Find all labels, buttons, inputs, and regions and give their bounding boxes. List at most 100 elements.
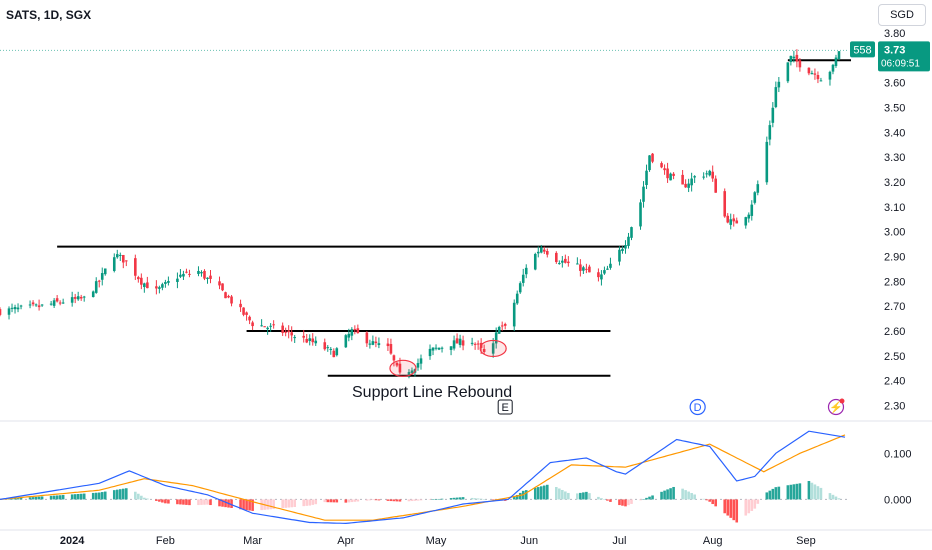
candle-body [263,326,266,328]
macd-histogram-bar [473,498,477,500]
candle-body [542,249,546,252]
candle-body [828,71,832,80]
macd-histogram-bar [732,499,736,521]
time-tick-label: Sep [796,535,816,547]
candle-body [774,87,778,108]
candle-body [34,304,38,306]
candle-body [179,274,182,277]
macd-histogram-bar [176,499,179,505]
price-tick-label: 3.30 [884,152,905,164]
candle-body [461,340,465,346]
candle-body [816,75,820,80]
macd-histogram-bar [82,493,86,500]
macd-histogram-bar [834,496,838,500]
macd-histogram-bar [200,499,203,505]
macd-histogram-bar [344,499,348,503]
candle-body [419,358,423,364]
candle-body [73,297,77,299]
macd-histogram-bar [73,494,77,500]
candle-body [52,300,56,306]
macd-histogram-bar [52,495,56,500]
candle-body [723,191,727,217]
candle-body [497,327,501,334]
macd-histogram-bar [627,499,630,506]
macd-histogram-bar [449,498,453,500]
candle-body [579,264,582,271]
macd-histogram-bar [642,499,645,500]
macd-histogram-bar [31,497,35,500]
macd-histogram-bar [576,493,579,500]
macd-histogram-bar [329,499,333,503]
macd-histogram-bar [395,499,399,502]
candle-body [449,346,453,350]
macd-histogram-bar [158,499,161,502]
candle-body [398,363,402,373]
candle-body [729,219,733,225]
macd-histogram-bar [603,499,606,500]
time-tick-label: 2024 [60,535,85,547]
macd-histogram-bar [555,486,558,500]
volume-badge [850,41,875,58]
candle-body [645,170,648,186]
annotation-text: Support Line Rebound [352,384,512,401]
macd-histogram-bar [167,499,170,504]
macd-histogram-bar [479,498,483,500]
macd-histogram-bar [651,495,654,500]
macd-histogram-bar [606,499,609,501]
macd-histogram-bar [708,499,711,502]
candle-body [19,305,23,307]
macd-histogram-bar [561,489,564,500]
candle-body [134,258,137,276]
time-tick-label: May [426,535,447,547]
candle-body [609,263,612,268]
earnings-marker[interactable] [497,399,513,415]
macd-histogram-bar [539,486,543,500]
candle-body [452,340,456,349]
macd-histogram-bar [218,499,221,507]
candle-body [618,249,621,262]
flash-marker[interactable] [827,398,845,416]
macd-histogram-bar [750,499,754,511]
candle-body [521,274,525,283]
candle-body [567,261,570,264]
macd-histogram-bar [97,492,101,500]
macd-histogram-bar [155,499,158,501]
candle-body [197,270,200,274]
candle-body [221,283,224,291]
candle-body [100,273,104,280]
macd-histogram-bar [269,499,272,510]
macd-histogram-bar [609,499,612,502]
candle-body [40,304,44,306]
candle-body [97,280,101,282]
candle-body [777,81,781,88]
macd-histogram-bar [672,486,675,500]
macd-histogram-bar [40,496,44,500]
candle-body [536,251,540,254]
macd-histogram-bar [28,497,32,500]
candle-body [203,270,206,279]
macd-histogram-bar [94,492,98,500]
currency-selector[interactable]: SGD [878,4,926,26]
dividend-marker[interactable] [689,398,706,416]
macd-histogram-bar [398,499,402,502]
macd-histogram-bar [118,489,122,500]
candle-body [115,254,119,258]
candle-body [491,343,495,354]
macd-histogram-bar [143,497,146,500]
macd-histogram-bar [807,480,811,500]
macd-histogram-bar [335,499,339,503]
candle-body [702,176,705,178]
candle-body [13,307,17,310]
candle-body [0,309,2,315]
macd-histogram-bar [242,499,245,510]
macd-histogram-bar [588,493,591,500]
macd-histogram-bar [374,499,378,501]
candle-body [582,267,585,271]
macd-histogram-bar [542,485,546,500]
candle-body [663,168,666,171]
candle-body [455,338,459,344]
candle-body [621,248,624,252]
macd-histogram-bar [70,494,74,500]
